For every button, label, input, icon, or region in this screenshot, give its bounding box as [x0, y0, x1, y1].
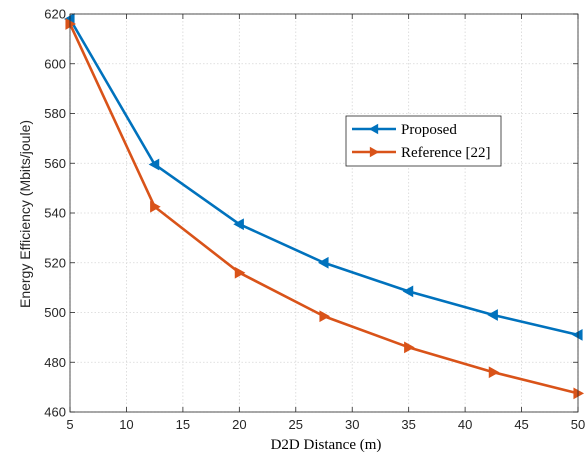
- data-point: [150, 200, 161, 213]
- y-tick-label: 480: [44, 355, 66, 370]
- data-point: [573, 387, 585, 400]
- x-tick-label: 40: [458, 417, 472, 432]
- x-tick-label: 45: [514, 417, 528, 432]
- series-1: [65, 18, 585, 400]
- legend-marker: [368, 123, 379, 135]
- y-axis-title: Energy Efficiency (Mbits/joule): [17, 120, 33, 308]
- y-tick-label: 620: [44, 7, 66, 22]
- y-tick-label: 500: [44, 305, 66, 320]
- data-point: [234, 266, 246, 279]
- legend-box: [345, 115, 502, 167]
- x-axis-title: D2D Distance (m): [271, 437, 382, 453]
- data-point: [571, 329, 583, 341]
- data-point: [148, 158, 160, 171]
- grid-lines: [69, 13, 579, 413]
- legend-label: Reference [22]: [401, 145, 491, 161]
- data-point: [317, 256, 329, 269]
- legend: Proposed Reference [22]: [345, 115, 502, 167]
- series-line: [68, 23, 579, 395]
- series-line: [68, 18, 579, 337]
- x-tick-label: 25: [289, 417, 303, 432]
- y-tick-label: 580: [44, 106, 66, 121]
- series-0: [63, 13, 583, 341]
- legend-marker: [369, 146, 380, 158]
- x-tick-label: 15: [176, 417, 190, 432]
- data-point: [319, 310, 331, 323]
- x-tick-label: 5: [66, 417, 73, 432]
- y-tick-label: 520: [44, 255, 66, 270]
- data-point: [487, 309, 498, 321]
- y-tick-label: 460: [44, 405, 66, 420]
- x-tick-label: 20: [232, 417, 246, 432]
- y-tick-label: 600: [44, 56, 66, 71]
- data-point: [65, 18, 77, 30]
- data-point: [402, 285, 414, 298]
- x-tick-label: 50: [571, 417, 585, 432]
- x-tick-label: 30: [345, 417, 359, 432]
- y-tick-label: 540: [44, 206, 66, 221]
- y-tick-label: 560: [44, 156, 66, 171]
- data-point: [404, 341, 415, 354]
- data-point: [488, 366, 500, 379]
- legend-label: Proposed: [401, 122, 457, 138]
- x-tick-label: 35: [401, 417, 415, 432]
- series-layer: [63, 13, 585, 400]
- data-point: [233, 218, 244, 231]
- x-tick-label: 10: [119, 417, 133, 432]
- axis-ticks: 5 10 15 20 25 30 35 40 45 50 460 480 500 520 540 560 580…: [44, 7, 585, 433]
